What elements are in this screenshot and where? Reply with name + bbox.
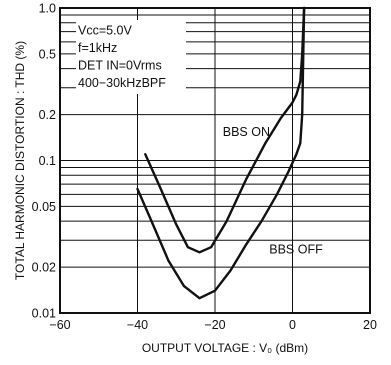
x-tick-label: 20 [363,318,377,332]
series-line-bbs-on [144,6,306,254]
y-tick-label: 0.01 [32,307,56,321]
condition-text: Vcc=5.0V [78,24,133,38]
x-tick-label: −40 [127,318,148,332]
y-axis-label: TOTAL HARMONIC DISTORTION : THD (%) [13,41,27,280]
y-tick-label: 1.0 [39,2,56,16]
series-label-bbs-off: BBS OFF [269,243,323,257]
x-axis-label: OUTPUT VOLTAGE : V₀ (dBm) [142,341,308,355]
series-line-bbs-off [136,6,306,300]
y-tick-label: 0.02 [32,261,56,275]
series-label-bbs-on: BBS ON [223,125,270,139]
y-tick-label: 0.5 [39,47,56,61]
tick-labels: −60 −40 −20 0 20 0.01 0.02 0.05 0.1 0.2 0.5 1.0 [32,2,377,333]
conditions-box: Vcc=5.0V f=1kHz DET IN=0Vrms 400−30kHzBPF [76,20,186,94]
condition-text: f=1kHz [78,41,117,55]
conditions-background [76,20,186,94]
plot-frame [59,7,371,314]
x-tick-label: 0 [289,318,296,332]
y-tick-label: 0.05 [32,200,56,214]
y-tick-label: 0.1 [39,154,56,168]
condition-text: DET IN=0Vrms [78,59,162,73]
curves [136,6,306,300]
y-tick-label: 0.2 [39,108,56,122]
x-tick-label: −20 [204,318,225,332]
condition-text: 400−30kHzBPF [78,76,166,90]
x-tick-label: −60 [49,318,70,332]
